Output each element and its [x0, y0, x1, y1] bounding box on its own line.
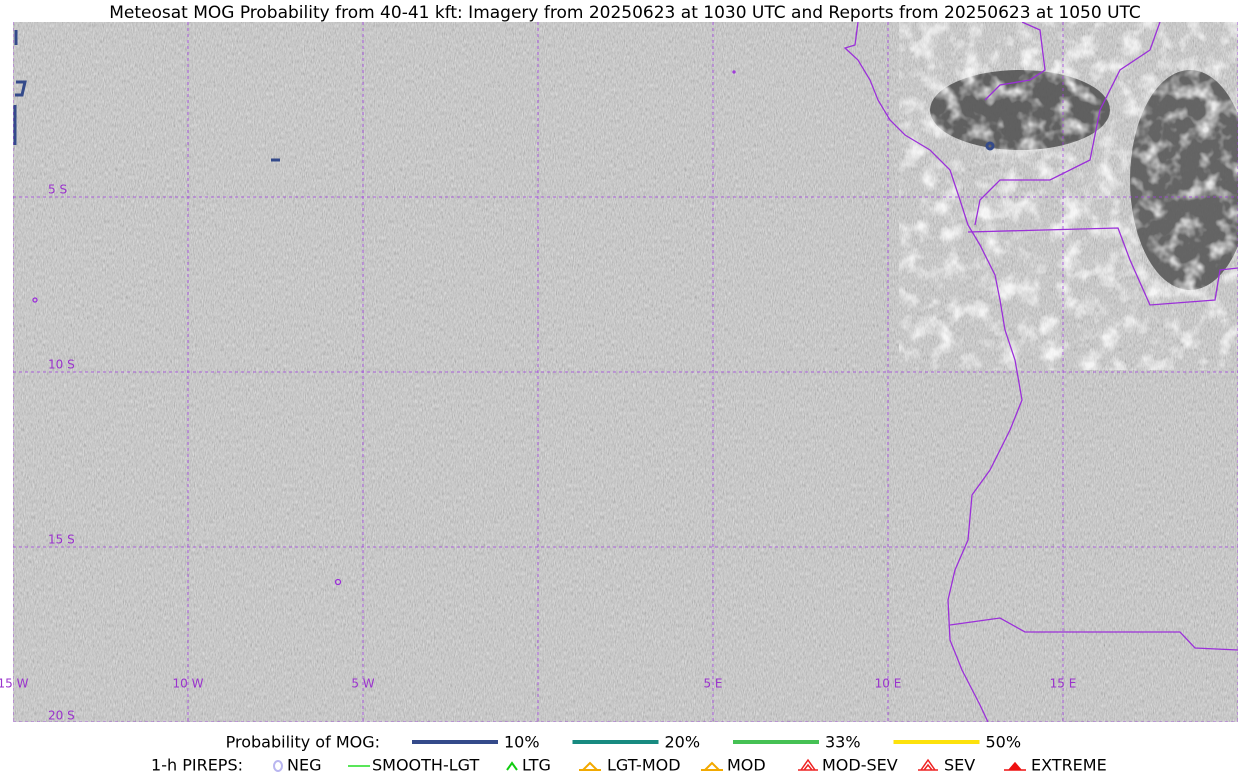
legend-label: 1-h PIREPS: [151, 756, 243, 775]
graticule-labels: 15 W 10 W 5 W 5 E 10 E 15 E 5 S 10 S 15 S 20 S [0, 183, 1076, 723]
pirep-icon [798, 758, 818, 771]
legend-entry: NEG [287, 756, 321, 775]
latitude-label: 5 S [48, 183, 67, 197]
prob-contours [13, 30, 995, 162]
graticule [13, 22, 1238, 722]
clouds [930, 40, 1238, 340]
coastline [32, 22, 1238, 722]
pirep-icon [918, 758, 938, 771]
legend-entry: EXTREME [1031, 756, 1107, 775]
longitude-label: 15 E [1050, 677, 1077, 691]
pirep-icon [273, 760, 283, 772]
legend-entry: 33% [825, 733, 861, 752]
pirep-icon [579, 761, 601, 771]
legend-entry: MOD-SEV [822, 756, 898, 775]
longitude-label: 10 W [173, 677, 204, 691]
legend-entry: 10% [504, 733, 540, 752]
pirep-icon [701, 761, 723, 771]
legend-entry: SMOOTH-LGT [372, 756, 479, 775]
longitude-label: 15 W [0, 677, 29, 691]
map-title: Meteosat MOG Probability from 40-41 kft:… [109, 3, 1141, 23]
legend: Probability of MOG: 10% 20% 33% 50% 1-h PIREP… [151, 733, 1107, 775]
legend-label: Probability of MOG: [226, 733, 380, 752]
legend-entry: SEV [944, 756, 975, 775]
longitude-label: 5 E [703, 677, 722, 691]
latitude-label: 10 S [48, 358, 75, 372]
latitude-label: 15 S [48, 533, 75, 547]
latitude-label: 20 S [48, 709, 75, 723]
longitude-label: 10 E [875, 677, 902, 691]
pirep-icon [1004, 761, 1026, 771]
legend-entry: LGT-MOD [607, 756, 681, 775]
legend-entry: 50% [986, 733, 1022, 752]
pirep-icon [506, 761, 518, 771]
legend-entry: 20% [665, 733, 701, 752]
legend-entry: MOD [727, 756, 766, 775]
longitude-label: 5 W [351, 677, 374, 691]
imagery [13, 22, 1238, 722]
legend-entry: LTG [522, 756, 551, 775]
